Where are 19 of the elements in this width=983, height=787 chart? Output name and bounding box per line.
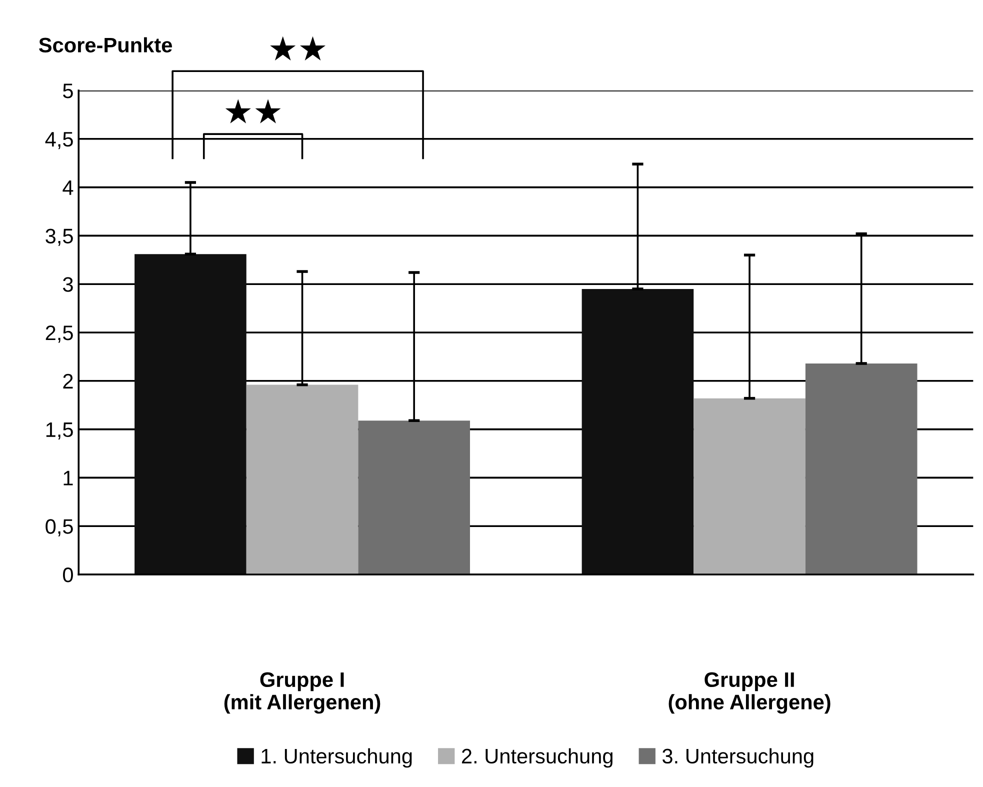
y-tick-label: 1,5	[46, 422, 73, 440]
y-tick-label: 3	[62, 277, 73, 292]
x-tick-label: Gruppe I (mit Allergenen)	[224, 672, 380, 714]
y-tick-label: 0,5	[46, 519, 73, 536]
y-tick-label: 1	[64, 470, 73, 486]
y-tick-label: 4,5	[45, 132, 73, 150]
legend-label: 1. Untersuchung	[262, 748, 412, 768]
y-tick-label: 2,5	[46, 326, 73, 343]
annotation: ★★	[225, 99, 281, 124]
y-tick-label: 0	[63, 568, 73, 582]
y-tick-label: 4	[62, 180, 74, 195]
x-tick-label: Gruppe II (ohne Allergene)	[668, 672, 830, 714]
text: ★★	[270, 36, 326, 60]
y-axis-title: Score-Punkte	[38, 37, 172, 53]
y-tick-label: 3,5	[46, 228, 73, 246]
y-tick-label: 2	[63, 374, 73, 388]
legend-label: 3. Untersuchung	[662, 748, 814, 768]
y-tick-label: 5	[63, 84, 73, 98]
legend-label: 2. Untersuchung	[462, 748, 612, 768]
